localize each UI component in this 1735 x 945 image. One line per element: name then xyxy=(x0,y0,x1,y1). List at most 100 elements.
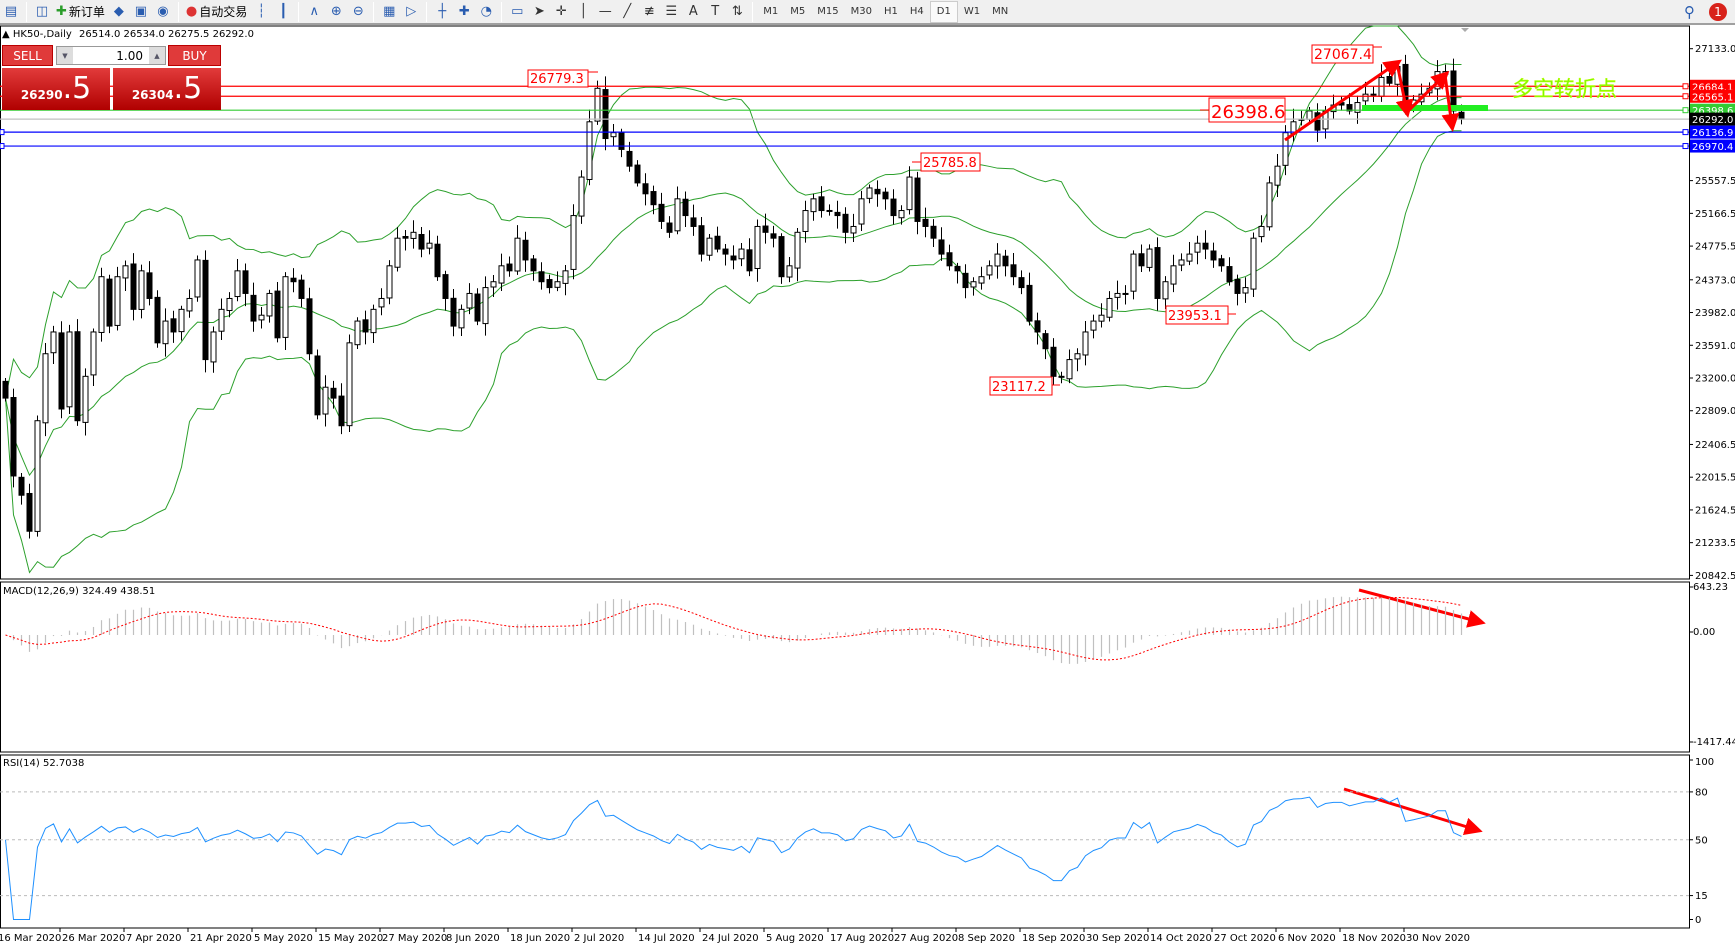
notification-badge[interactable]: 1 xyxy=(1709,3,1727,21)
candle-body xyxy=(114,276,121,326)
candle xyxy=(554,271,561,292)
horizontal-line-button[interactable]: — xyxy=(594,1,616,23)
candle-body xyxy=(562,270,569,284)
candle xyxy=(962,264,969,299)
new-chart-button[interactable]: ▤ xyxy=(0,1,22,23)
candle-body xyxy=(506,263,513,272)
timeframe-m15[interactable]: M15 xyxy=(817,6,839,17)
cursor-button[interactable]: ➤ xyxy=(528,1,550,23)
rsi-axis-label: 80 xyxy=(1695,787,1708,798)
timeframe-h1[interactable]: H1 xyxy=(884,6,898,17)
candle xyxy=(490,275,497,298)
candle xyxy=(74,319,81,426)
bar-chart-button[interactable]: ┆ xyxy=(250,1,272,23)
metaeditor-button[interactable]: ◆ xyxy=(108,1,130,23)
crosshair-button[interactable]: ✛ xyxy=(550,1,572,23)
buy-price-main: 26304 xyxy=(131,88,174,102)
price-axis-label: 22406.5 xyxy=(1695,440,1735,451)
lot-decrease-button[interactable]: ▼ xyxy=(57,47,73,64)
candle-body xyxy=(434,243,441,278)
sell-price-button[interactable]: 26290.5 xyxy=(2,68,110,110)
candle-body xyxy=(490,281,497,288)
candle-body xyxy=(746,249,753,272)
candle-body xyxy=(2,380,9,399)
timeframe-d1[interactable]: D1 xyxy=(929,0,958,23)
lot-size-input[interactable]: ▼ 1.00 ▲ xyxy=(56,46,166,65)
candle-body xyxy=(818,196,825,212)
price-tag-label: 26970.4 xyxy=(1692,142,1733,153)
timeframe-m30[interactable]: M30 xyxy=(850,6,872,17)
line-chart-button[interactable]: ∧ xyxy=(303,1,325,23)
candle-body xyxy=(18,476,25,496)
one-click-trading-panel: SELL ▼ 1.00 ▲ BUY 26290.5 26304.5 xyxy=(2,45,221,110)
rsi-line xyxy=(5,796,1462,920)
candle xyxy=(866,184,873,204)
rsi-label: RSI(14) 52.7038 xyxy=(3,758,84,769)
sell-button[interactable]: SELL xyxy=(2,45,53,66)
candle-body xyxy=(1370,93,1377,96)
candle xyxy=(874,180,881,207)
new-order-button[interactable]: ✚ 新订单 xyxy=(53,1,108,23)
profiles-button[interactable]: ◫ xyxy=(31,1,53,23)
candle xyxy=(330,380,337,409)
timeframe-m5[interactable]: M5 xyxy=(790,6,806,17)
candle xyxy=(18,473,25,505)
trend-arrow xyxy=(1441,74,1460,132)
zoom-in-button[interactable]: ⊕ xyxy=(325,1,347,23)
navigator-button[interactable]: ▣ xyxy=(130,1,152,23)
candle-body xyxy=(234,270,241,298)
timeframe-w1[interactable]: W1 xyxy=(963,6,981,17)
fibonacci-button[interactable]: ≢ xyxy=(638,1,660,23)
candle xyxy=(466,283,473,315)
fibo-fan-button[interactable]: ☰ xyxy=(660,1,682,23)
candle xyxy=(298,274,305,308)
arrows-button[interactable]: ⇅ xyxy=(726,1,748,23)
auto-trading-button[interactable]: ● 自动交易 xyxy=(183,1,250,23)
price-annotation-box xyxy=(920,152,981,172)
price-annotation-label: 23117.2 xyxy=(992,380,1046,395)
candle-body xyxy=(602,89,609,140)
buy-price-button[interactable]: 26304.5 xyxy=(113,68,221,110)
text-button[interactable]: A xyxy=(682,1,704,23)
text-label-button[interactable]: T xyxy=(704,1,726,23)
lot-value[interactable]: 1.00 xyxy=(116,48,143,63)
vertical-line-button[interactable]: │ xyxy=(572,1,594,23)
timeframe-m1[interactable]: M1 xyxy=(763,6,779,17)
signals-button[interactable]: ◉ xyxy=(152,1,174,23)
date-axis-label: 30 Nov 2020 xyxy=(1406,933,1470,944)
pivot-annotation-text: 多空转折点 xyxy=(1512,77,1617,101)
candle-body xyxy=(930,225,937,239)
price-annotation-label: 26398.6 xyxy=(1211,102,1285,123)
candle xyxy=(522,231,529,272)
zoom-out-button[interactable]: ⊖ xyxy=(347,1,369,23)
autoscroll-button[interactable]: ┼ xyxy=(431,1,453,23)
candle xyxy=(338,383,345,435)
candle xyxy=(194,255,201,302)
candle xyxy=(410,220,417,249)
trendline-button[interactable]: ╱ xyxy=(616,1,638,23)
chart-shift-button[interactable]: ▷ xyxy=(400,1,422,23)
symbol-arrow-icon[interactable]: ▲ xyxy=(2,29,10,40)
search-icon[interactable]: ⚲ xyxy=(1684,3,1695,21)
periods-button[interactable]: ◔ xyxy=(475,1,497,23)
candle xyxy=(658,192,665,229)
candle xyxy=(122,260,129,292)
candle xyxy=(266,289,273,323)
price-axis-label: 24373.0 xyxy=(1695,275,1735,286)
timeframe-h4[interactable]: H4 xyxy=(909,6,924,17)
timeframe-mn[interactable]: MN xyxy=(992,6,1009,17)
candle xyxy=(570,204,577,280)
candlestick-button[interactable]: ┃ xyxy=(272,1,294,23)
buy-button[interactable]: BUY xyxy=(168,45,221,66)
candle-body xyxy=(962,272,969,289)
candle-body xyxy=(538,271,545,283)
lot-increase-button[interactable]: ▲ xyxy=(149,47,165,64)
templates-icon: ▭ xyxy=(511,4,524,19)
templates-button[interactable]: ▭ xyxy=(506,1,528,23)
price-axis-label: 22809.0 xyxy=(1695,406,1735,417)
candle-body xyxy=(794,231,801,269)
candle-body xyxy=(122,265,129,279)
indicators-button[interactable]: ✚ xyxy=(453,1,475,23)
tile-windows-button[interactable]: ▦ xyxy=(378,1,400,23)
